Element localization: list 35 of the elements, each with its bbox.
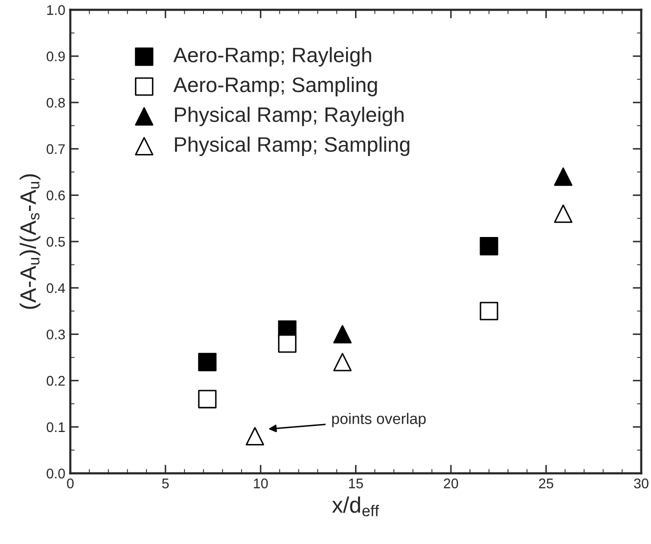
point bbox=[333, 325, 352, 344]
x-tick-label: 15 bbox=[349, 478, 363, 488]
point bbox=[480, 236, 498, 256]
annotation: points overlap bbox=[332, 412, 426, 428]
y-tick-label: 0.3 bbox=[46, 330, 65, 340]
point bbox=[480, 302, 498, 320]
y-tick-label: 0.0 bbox=[46, 468, 65, 478]
legend-label: Physical Ramp; Rayleigh bbox=[175, 106, 404, 126]
legend-label: Aero-Ramp; Sampling bbox=[173, 76, 377, 96]
y-tick-label: 0.6 bbox=[46, 190, 65, 200]
point bbox=[333, 352, 352, 372]
y-tick-label: 0.1 bbox=[46, 422, 65, 432]
point bbox=[554, 204, 572, 223]
legend-label: Physical Ramp; Sampling bbox=[175, 136, 410, 156]
x-tick-label: 25 bbox=[539, 478, 554, 488]
x-tick-label: 0 bbox=[66, 478, 74, 488]
point bbox=[198, 390, 217, 408]
y-tick-label: 0.9 bbox=[46, 51, 65, 62]
point bbox=[278, 334, 296, 353]
y-tick-label: 1.0 bbox=[47, 5, 65, 15]
point bbox=[246, 427, 264, 446]
y-tick-label: 0.7 bbox=[46, 144, 65, 154]
x-tick-label: 5 bbox=[162, 478, 169, 488]
x-tick-label: 20 bbox=[444, 478, 458, 488]
y-tick-label: 0.8 bbox=[46, 98, 65, 108]
y-tick-label: 0.5 bbox=[46, 236, 65, 247]
y-tick-label: 0.2 bbox=[46, 376, 65, 386]
legend-label: Aero-Ramp; Rayleigh bbox=[173, 47, 372, 66]
y-tick-label: 0.4 bbox=[46, 283, 66, 294]
x-tick-label: 30 bbox=[634, 478, 648, 488]
point bbox=[554, 167, 572, 186]
y-axis-title: (A-A$_{u}$)/(A$_{s}$-A$_{u}$) bbox=[20, 174, 40, 309]
x-axis-title: x/d$_{eff}$ bbox=[332, 496, 380, 516]
x-tick-label: 10 bbox=[254, 478, 268, 488]
point bbox=[198, 352, 217, 372]
